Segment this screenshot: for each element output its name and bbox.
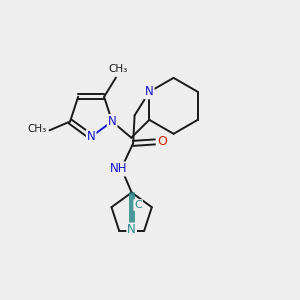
Text: N: N [145, 85, 154, 98]
Text: N: N [108, 115, 116, 128]
Text: N: N [87, 130, 95, 143]
Text: NH: NH [110, 163, 128, 176]
Text: O: O [157, 135, 166, 148]
Text: CH₃: CH₃ [28, 124, 47, 134]
Text: CH₃: CH₃ [109, 64, 128, 74]
Text: C: C [134, 200, 142, 210]
Text: N: N [127, 224, 136, 236]
